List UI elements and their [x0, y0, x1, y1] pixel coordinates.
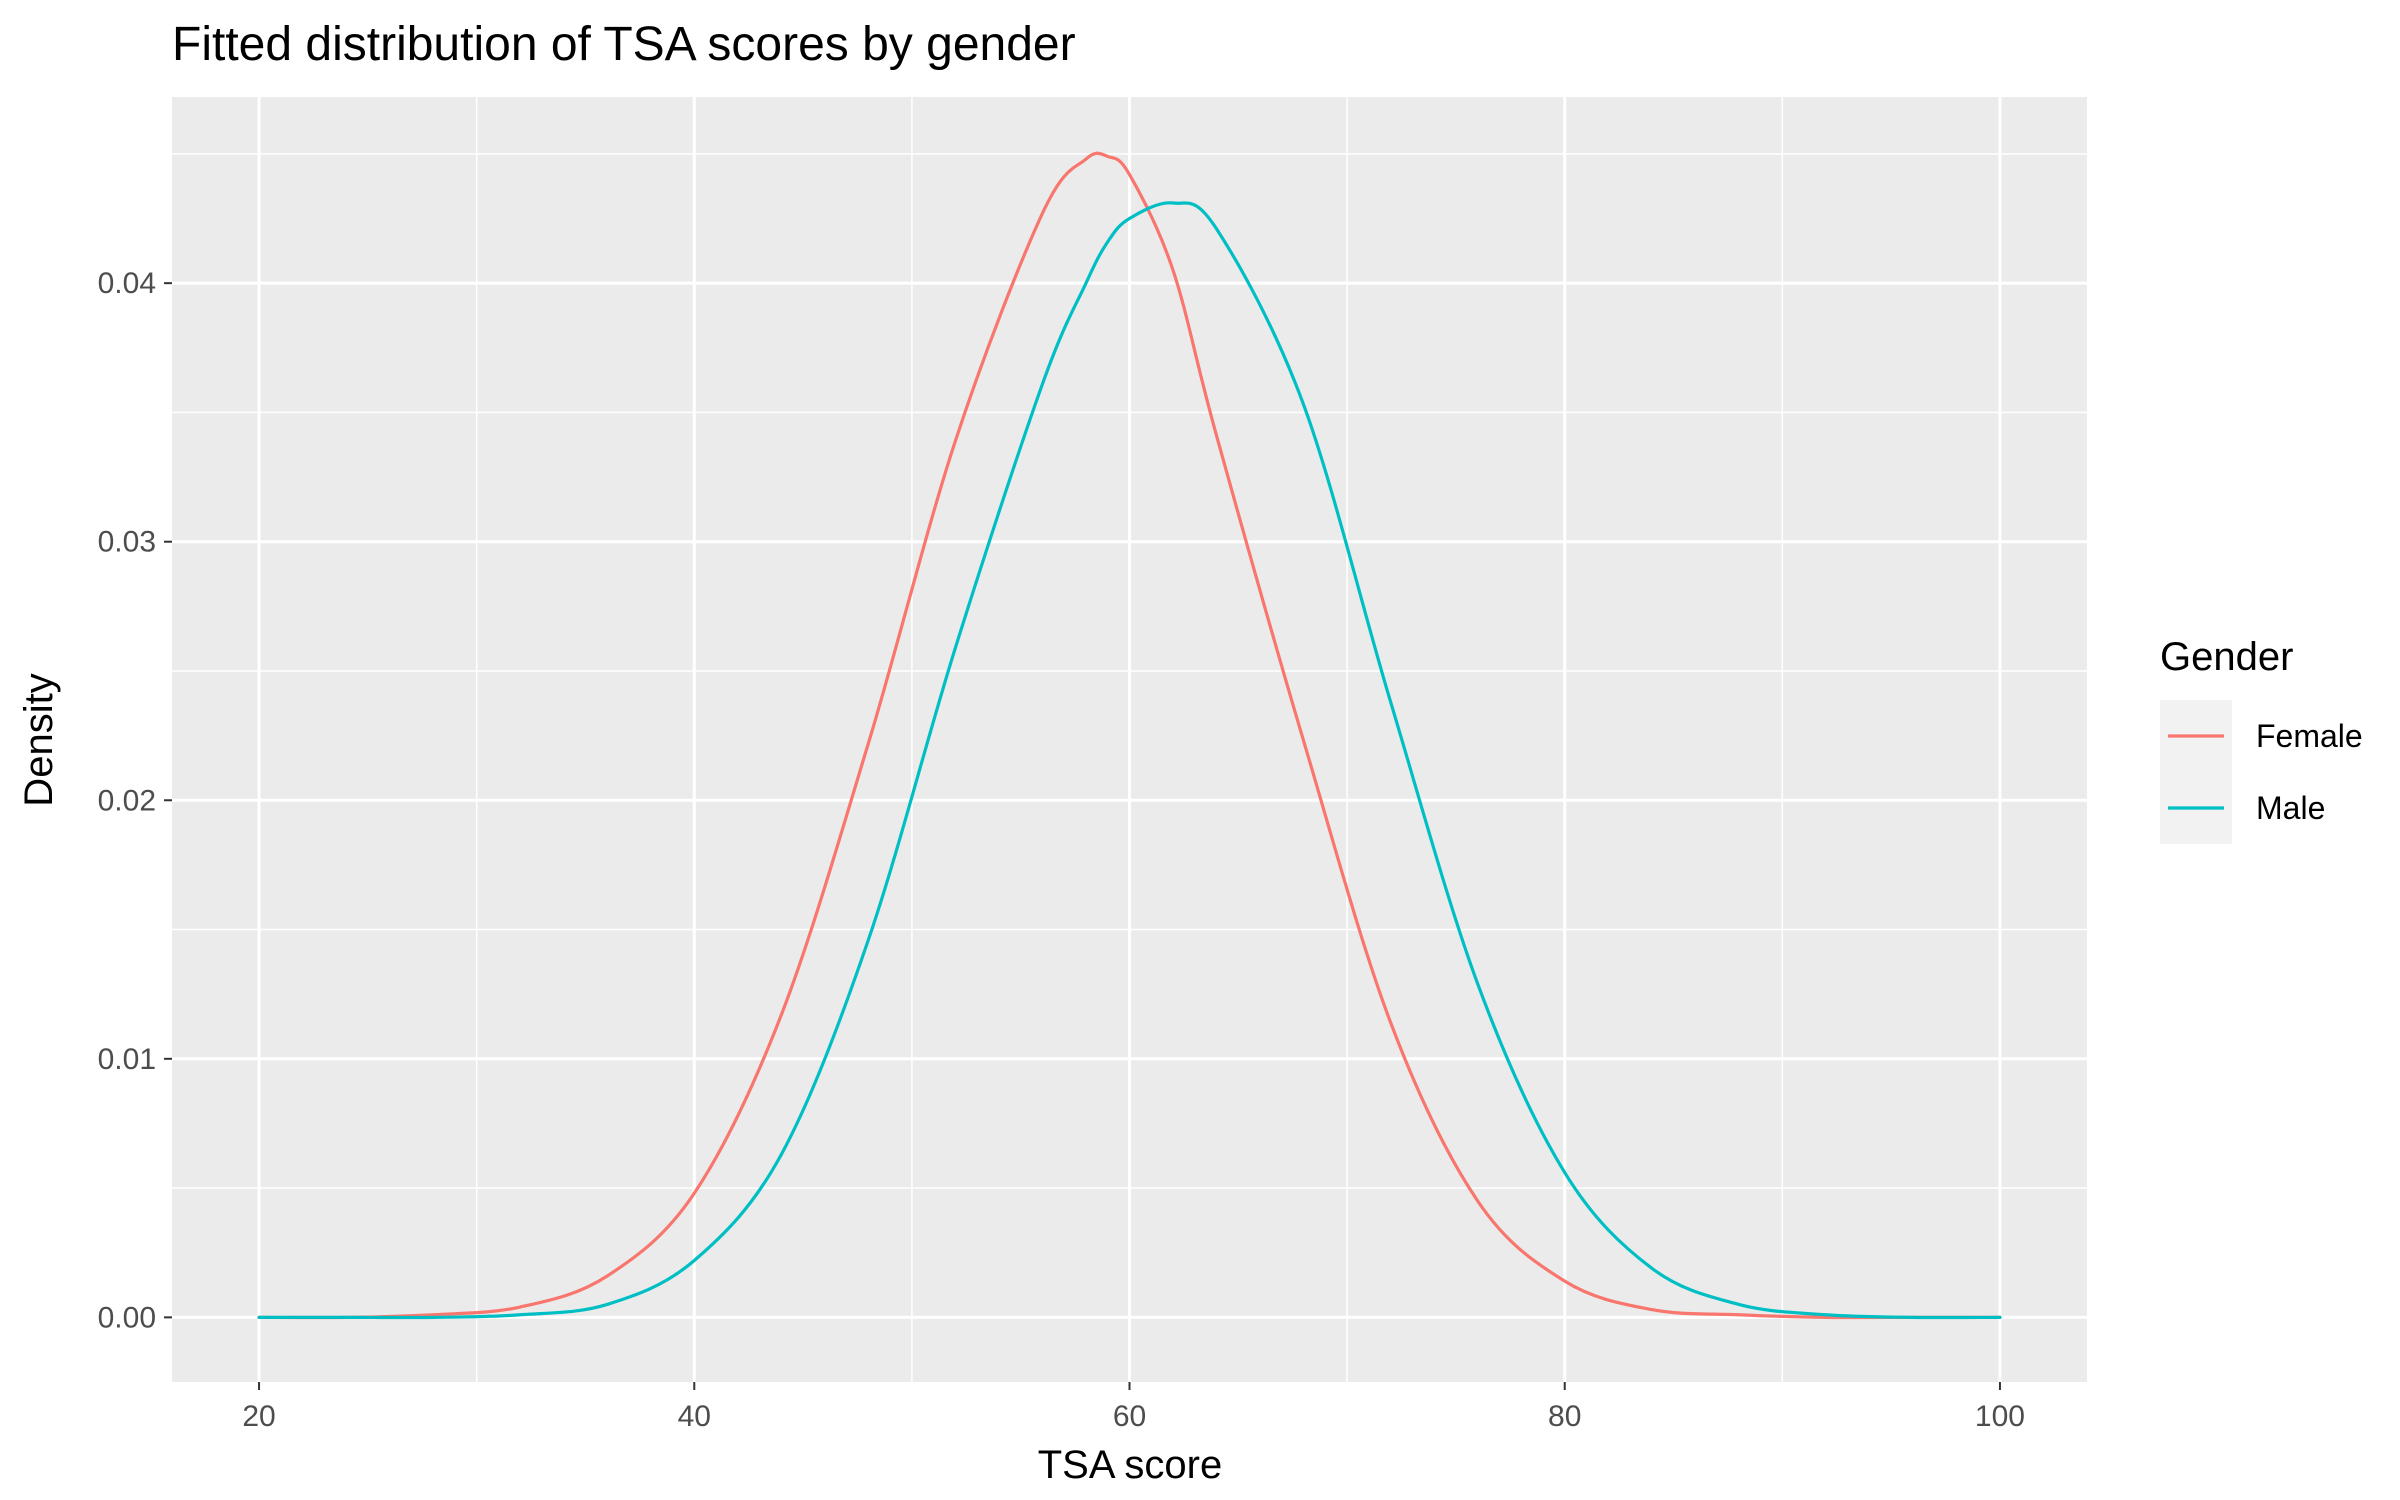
- x-axis-ticks: 20 40 60 80 100: [242, 1382, 2025, 1433]
- x-tick-label: 80: [1548, 1400, 1581, 1433]
- legend-title: Gender: [2160, 635, 2293, 679]
- series-line-male: [257, 201, 2002, 1320]
- legend-label-female: Female: [2256, 718, 2363, 754]
- series-line-female: [257, 151, 2002, 1320]
- y-tick-label: 0.04: [98, 267, 156, 300]
- y-tick-label: 0.00: [98, 1301, 156, 1334]
- series-layer: [257, 151, 2002, 1320]
- major-gridlines: [172, 97, 2087, 1382]
- x-tick-label: 20: [242, 1400, 275, 1433]
- x-tick-label: 40: [678, 1400, 711, 1433]
- x-tick-label: 100: [1975, 1400, 2025, 1433]
- y-tick-label: 0.01: [98, 1043, 156, 1076]
- y-tick-label: 0.03: [98, 526, 156, 559]
- y-axis-title: Density: [17, 673, 61, 806]
- y-tick-label: 0.02: [98, 784, 156, 817]
- x-tick-label: 60: [1113, 1400, 1146, 1433]
- chart-title: Fitted distribution of TSA scores by gen…: [172, 18, 1076, 71]
- legend-label-male: Male: [2256, 790, 2325, 826]
- x-axis-title: TSA score: [1038, 1443, 1223, 1487]
- legend-key-background: [2160, 700, 2232, 844]
- legend: Gender Female Male: [2160, 635, 2363, 844]
- y-axis-ticks: 0.00 0.01 0.02 0.03 0.04: [98, 267, 172, 1334]
